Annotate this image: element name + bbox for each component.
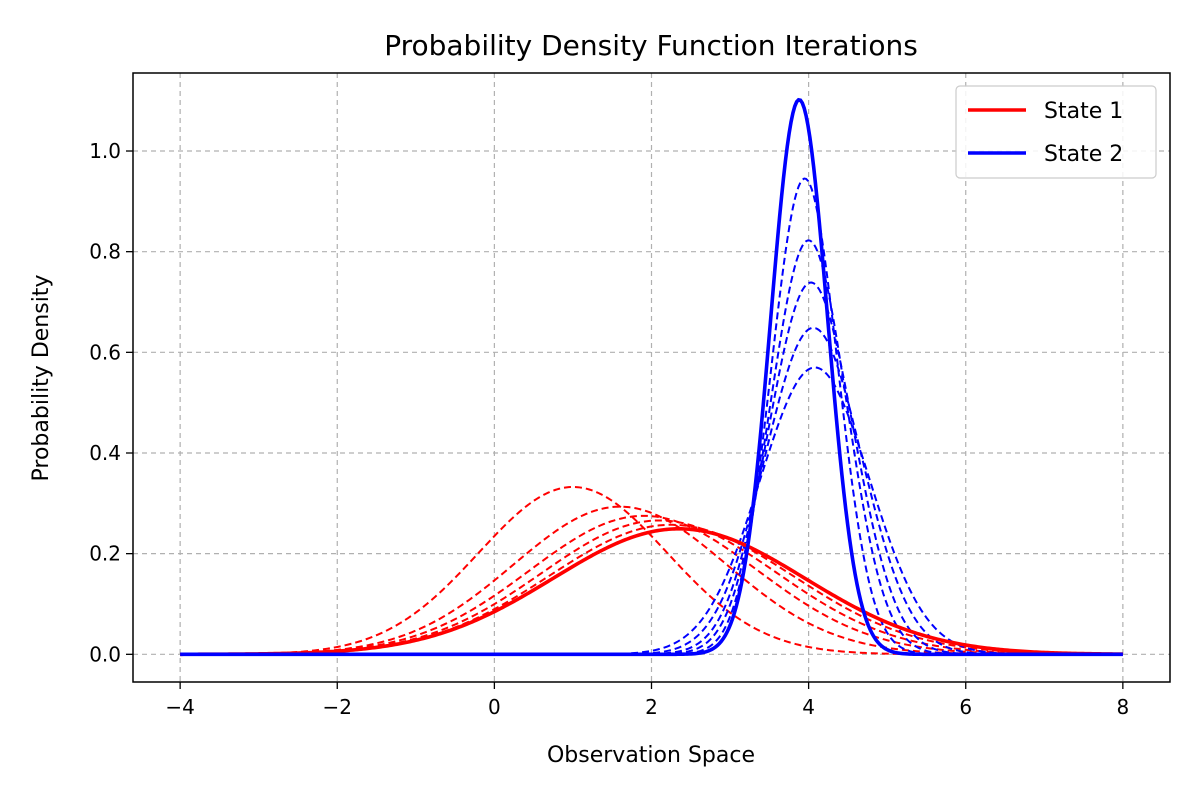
x-tick-label: 0 (488, 695, 501, 719)
y-tick-label: 0.2 (89, 542, 121, 566)
chart-title: Probability Density Function Iterations (384, 29, 918, 62)
ticks: −4 −2 0 2 4 6 8 0.0 0.2 0.4 0.6 0.8 1.0 (89, 139, 1129, 719)
y-tick-label: 0.8 (89, 240, 121, 264)
series-lines (180, 97, 1123, 657)
state-2-final-curve (180, 97, 1123, 657)
y-tick-label: 0.4 (89, 441, 121, 465)
x-tick-label: 2 (645, 695, 658, 719)
y-tick-label: 0.6 (89, 340, 121, 364)
x-tick-label: 6 (959, 695, 972, 719)
x-tick-label: 4 (802, 695, 815, 719)
legend: State 1 State 2 (955, 85, 1157, 179)
y-tick-label: 0.0 (89, 642, 121, 666)
state-1-final-curve (180, 527, 1123, 657)
y-axis-label: Probability Density (29, 275, 54, 482)
x-axis-label: Observation Space (547, 743, 755, 768)
x-tick-label: 8 (1116, 695, 1129, 719)
x-tick-label: −2 (323, 695, 352, 719)
y-tick-label: 1.0 (89, 139, 121, 163)
x-tick-label: −4 (165, 695, 194, 719)
legend-label-state-1: State 1 (1044, 99, 1123, 124)
legend-label-state-2: State 2 (1044, 142, 1123, 167)
